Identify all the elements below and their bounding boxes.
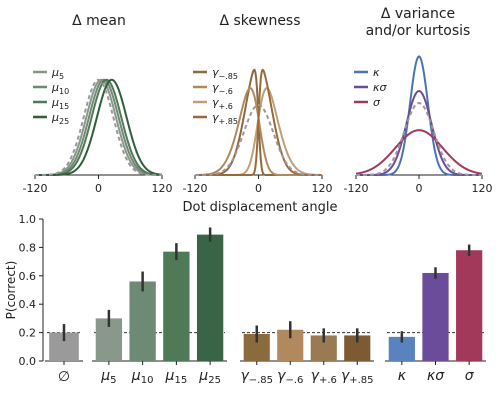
panel-title-mean: Δ mean bbox=[72, 13, 126, 29]
legend-label: μ15 bbox=[51, 96, 69, 111]
y-axis-label: P(correct) bbox=[4, 261, 18, 320]
legend-label: μ5 bbox=[51, 66, 64, 81]
panel-title-variance: Δ variance bbox=[381, 6, 455, 22]
bar bbox=[196, 234, 224, 361]
bar bbox=[456, 250, 483, 361]
x-tick-label: 0 bbox=[416, 182, 423, 195]
x-tick-label: 120 bbox=[472, 182, 493, 195]
x-tick-label: γ−.6 bbox=[277, 368, 303, 386]
legend-label: μ25 bbox=[51, 111, 69, 126]
x-tick-label: ∅ bbox=[58, 369, 70, 385]
x-tick-label: μ10 bbox=[131, 368, 154, 386]
series-line bbox=[355, 129, 483, 175]
legend-label: γ+.6 bbox=[212, 96, 233, 111]
y-tick-label: 0.4 bbox=[19, 298, 37, 311]
bar-chart: 0.0 0.2 0.4 0.6 0.8 1.0 P(correct) ∅ μ5 μ10 μ15 μ25… bbox=[4, 213, 486, 386]
bar bbox=[129, 281, 156, 361]
x-tick-label: γ−.85 bbox=[240, 368, 273, 386]
legend-label: γ−.6 bbox=[212, 81, 233, 96]
panel-subtitle-variance: and/or kurtosis bbox=[366, 23, 471, 39]
x-tick-label: μ25 bbox=[198, 368, 221, 386]
series-line bbox=[35, 78, 163, 176]
panel-title-skewness: Δ skewness bbox=[219, 13, 300, 29]
y-tick-label: 0.0 bbox=[19, 355, 37, 368]
y-tick-label: 0.8 bbox=[19, 241, 37, 254]
legend-label: γ−.85 bbox=[212, 66, 238, 81]
y-tick-label: 0.6 bbox=[19, 270, 37, 283]
y-tick-label: 0.2 bbox=[19, 327, 37, 340]
x-tick-label: -120 bbox=[23, 182, 48, 195]
reference-line bbox=[195, 103, 322, 176]
x-tick-label: μ15 bbox=[165, 368, 188, 386]
y-tick-label: 1.0 bbox=[19, 213, 37, 226]
legend-label: κσ bbox=[373, 81, 387, 94]
x-tick-label: 120 bbox=[152, 182, 173, 195]
bar bbox=[422, 272, 449, 361]
panel-skewness: -120 0 120 γ−.85γ−.6γ+.6γ+.85 bbox=[183, 66, 333, 195]
reference-line bbox=[356, 101, 482, 176]
x-tick-label: γ+.6 bbox=[311, 368, 337, 386]
legend-label: γ+.85 bbox=[212, 111, 238, 126]
x-tick-label: μ5 bbox=[100, 368, 116, 386]
x-tick-label: -120 bbox=[344, 182, 369, 195]
x-axis-label: Dot displacement angle bbox=[182, 200, 337, 215]
x-tick-label: 120 bbox=[312, 182, 333, 195]
x-tick-label: κσ bbox=[427, 368, 445, 384]
x-tick-label: 0 bbox=[95, 182, 102, 195]
x-tick-label: -120 bbox=[183, 182, 208, 195]
legend-label: σ bbox=[373, 96, 381, 109]
panel-variance: -120 0 120 κ κσ σ bbox=[344, 55, 493, 195]
legend-label: μ10 bbox=[51, 81, 69, 96]
legend-label: κ bbox=[373, 66, 380, 79]
x-tick-label: γ+.85 bbox=[341, 368, 374, 386]
x-tick-label: 0 bbox=[255, 182, 262, 195]
x-tick-label: κ bbox=[398, 368, 407, 384]
series-line bbox=[35, 78, 163, 176]
x-tick-label: σ bbox=[465, 368, 475, 384]
reference-line bbox=[35, 78, 162, 176]
bar bbox=[163, 251, 190, 361]
